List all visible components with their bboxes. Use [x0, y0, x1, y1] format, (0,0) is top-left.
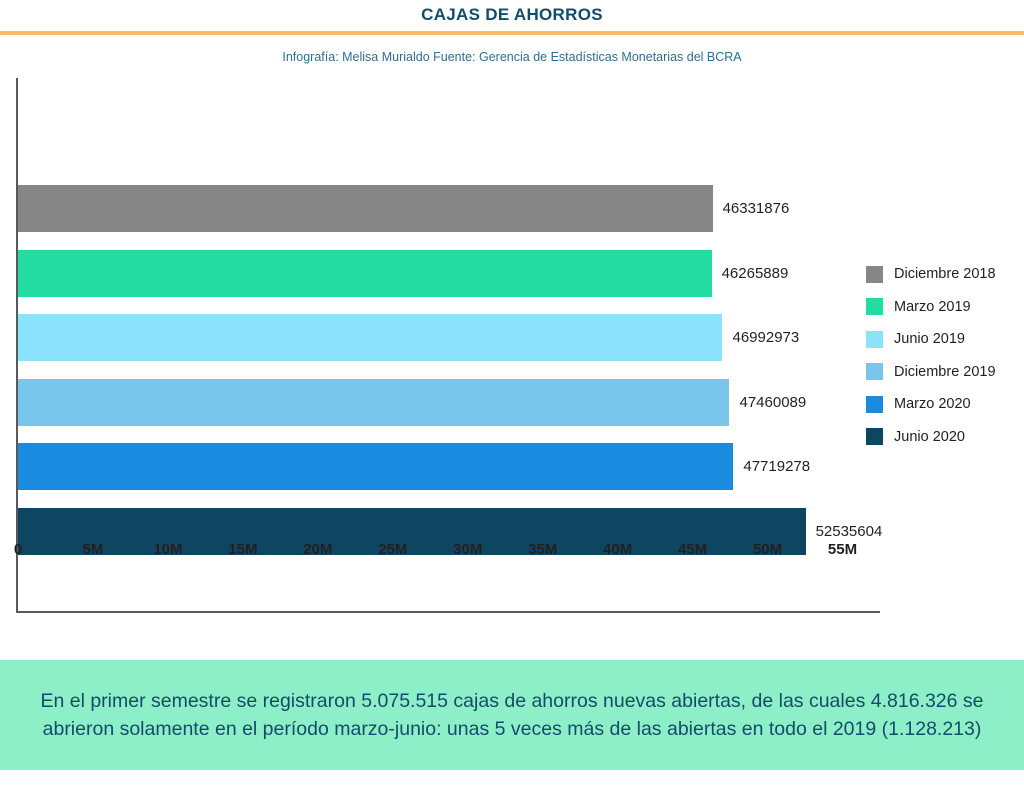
x-tick-label: 0: [13, 541, 23, 558]
y-axis-line: [16, 78, 18, 613]
bar-rect[interactable]: [18, 185, 713, 232]
bar-series-group: 46331876 46265889 46992973 47460089 47719278…: [18, 78, 1018, 611]
x-tick-label: 55M: [827, 541, 858, 558]
legend-swatch-icon: [866, 298, 883, 316]
legend-item[interactable]: Junio 2020: [866, 421, 1024, 454]
legend-label: Junio 2019: [894, 331, 965, 348]
bar-row: 46265889: [18, 249, 789, 297]
x-tick-label: 45M: [678, 541, 708, 558]
chart-header: CAJAS DE AHORROS: [0, 0, 1024, 36]
chart-subtitle: Infografía: Melisa Murialdo Fuente: Gere…: [282, 50, 742, 64]
bar-value-label: 46331876: [722, 200, 790, 217]
bar-row: 52535604: [18, 507, 883, 555]
bar-rect[interactable]: [18, 249, 712, 297]
x-tick-label: 20M: [303, 541, 333, 558]
x-tick-label: 50M: [752, 541, 783, 558]
legend-label: Diciembre 2018: [894, 266, 996, 283]
legend-item[interactable]: Marzo 2019: [866, 291, 1024, 324]
x-tick-label: 5M: [82, 541, 104, 558]
x-tick-label: 30M: [453, 541, 483, 558]
bar-rect[interactable]: [18, 314, 723, 361]
legend-label: Marzo 2019: [894, 298, 971, 315]
legend-swatch-icon: [866, 363, 883, 381]
bar-row: 46992973: [18, 314, 799, 361]
bar-value-label: 52535604: [815, 522, 883, 540]
legend-swatch-icon: [866, 428, 883, 446]
bar-value-label: 46992973: [732, 329, 800, 346]
x-tick-label: 40M: [603, 541, 633, 558]
header-divider: [0, 31, 1024, 35]
bar-value-label: 47719278: [743, 458, 811, 475]
page-title: CAJAS DE AHORROS: [421, 5, 603, 24]
bar-row: 46331876: [18, 185, 789, 232]
legend-swatch-icon: [866, 395, 883, 413]
bar-row: 47719278: [18, 443, 810, 490]
caption-banner: En el primer semestre se registraron 5.0…: [0, 660, 1024, 770]
bar-value-label: 46265889: [721, 264, 789, 282]
chart-legend: Diciembre 2018 Marzo 2019 Junio 2019 Diciem…: [866, 258, 1024, 453]
bar-rect[interactable]: [18, 378, 730, 426]
x-tick-label: 15M: [228, 541, 258, 558]
bar-rect[interactable]: [18, 507, 806, 555]
x-tick-label: 25M: [378, 541, 408, 558]
legend-item[interactable]: Junio 2019: [866, 323, 1024, 356]
caption-text: En el primer semestre se registraron 5.0…: [40, 690, 984, 740]
bar-row: 47460089: [18, 378, 807, 426]
chart-plot-area: 46331876 46265889 46992973 47460089 47719278…: [0, 78, 1024, 623]
legend-swatch-icon: [866, 265, 883, 283]
bar-value-label: 47460089: [739, 393, 807, 411]
legend-item[interactable]: Diciembre 2018: [866, 258, 1024, 291]
x-axis-line: [16, 611, 880, 613]
x-tick-label: 35M: [528, 541, 558, 558]
legend-label: Diciembre 2019: [894, 363, 996, 380]
x-tick-label: 10M: [153, 541, 183, 558]
legend-item[interactable]: Diciembre 2019: [866, 356, 1024, 389]
legend-label: Marzo 2020: [894, 396, 971, 413]
legend-item[interactable]: Marzo 2020: [866, 388, 1024, 421]
legend-label: Junio 2020: [894, 428, 965, 445]
bar-rect[interactable]: [18, 443, 734, 490]
legend-swatch-icon: [866, 330, 883, 348]
x-axis-ticks: 0 5M 10M 15M 20M 25M 30M 35M 40M 45M 50M 55M: [0, 541, 1024, 571]
